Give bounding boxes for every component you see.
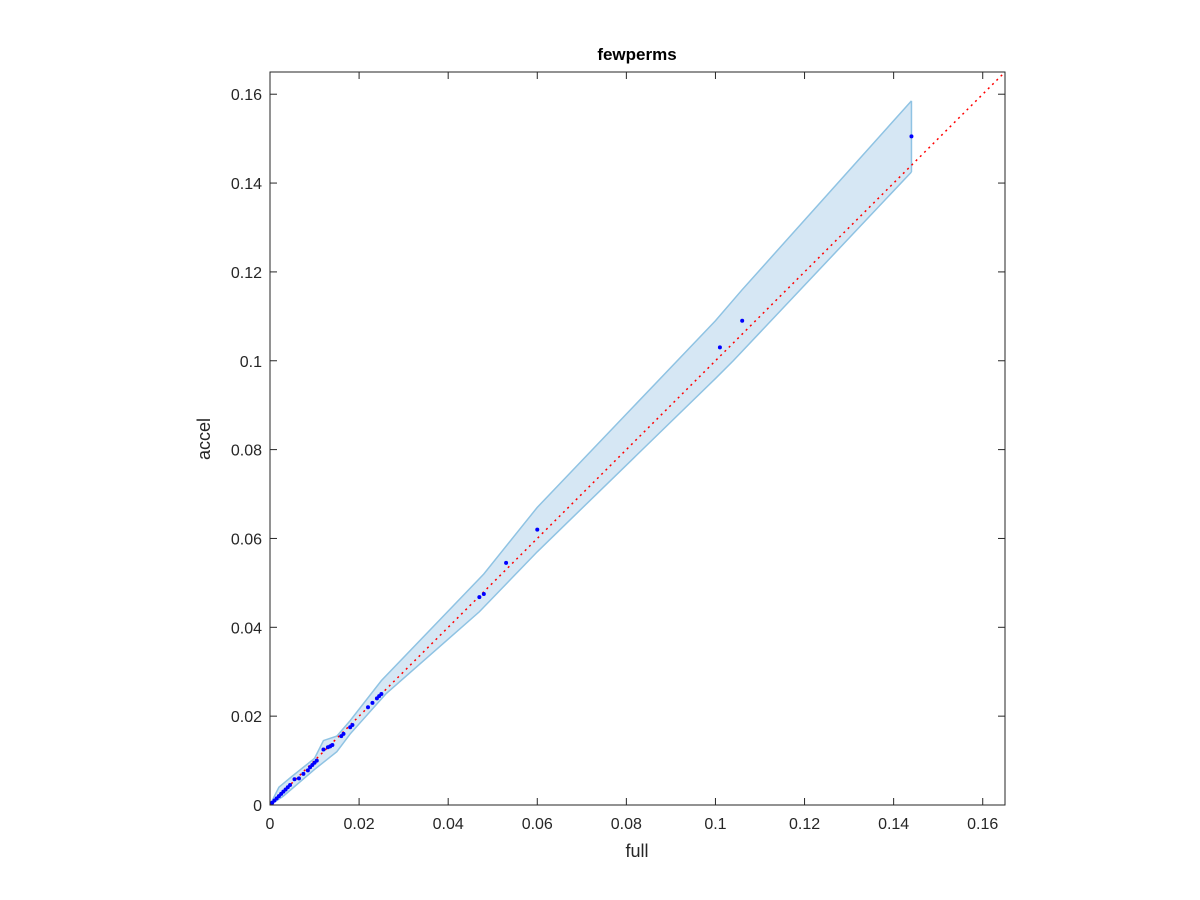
x-tick-label: 0.1 bbox=[704, 816, 726, 833]
point bbox=[305, 768, 310, 773]
y-tick-label: 0.04 bbox=[231, 620, 262, 637]
x-tick-label: 0.02 bbox=[344, 816, 375, 833]
x-tick-label: 0.16 bbox=[967, 816, 998, 833]
y-tick-label: 0 bbox=[253, 798, 262, 815]
y-tick-label: 0.12 bbox=[231, 265, 262, 282]
y-axis-label: accel bbox=[194, 418, 214, 460]
point bbox=[341, 731, 346, 736]
point bbox=[314, 758, 319, 763]
point bbox=[909, 134, 914, 139]
band-edge bbox=[269, 100, 913, 806]
x-tick-label: 0.04 bbox=[433, 816, 464, 833]
y-tick-label: 0.02 bbox=[231, 709, 262, 726]
chart-title: fewperms bbox=[597, 45, 676, 64]
x-axis-label: full bbox=[625, 841, 648, 861]
point bbox=[350, 723, 355, 728]
point bbox=[288, 783, 293, 788]
point bbox=[330, 743, 335, 748]
band-edge bbox=[269, 171, 913, 806]
point bbox=[296, 776, 301, 781]
point bbox=[504, 560, 509, 565]
point bbox=[717, 345, 722, 350]
x-tick-label: 0.14 bbox=[878, 816, 909, 833]
point bbox=[740, 318, 745, 323]
reference-line bbox=[269, 71, 1006, 806]
point bbox=[370, 700, 375, 705]
y-tick-label: 0.16 bbox=[231, 87, 262, 104]
y-tick-label: 0.14 bbox=[231, 176, 262, 193]
x-tick-label: 0.08 bbox=[611, 816, 642, 833]
point bbox=[292, 777, 297, 782]
point bbox=[477, 595, 482, 600]
x-tick-label: 0 bbox=[266, 816, 275, 833]
point bbox=[301, 771, 306, 776]
axes-box bbox=[269, 71, 1006, 806]
band-area bbox=[270, 100, 912, 806]
point bbox=[366, 705, 370, 710]
point bbox=[379, 691, 384, 696]
y-tick-label: 0.06 bbox=[231, 531, 262, 548]
point bbox=[481, 591, 486, 596]
x-tick-label: 0.06 bbox=[522, 816, 553, 833]
point bbox=[321, 747, 326, 752]
point bbox=[535, 527, 540, 532]
y-tick-label: 0.08 bbox=[231, 443, 262, 460]
y-tick-label: 0.1 bbox=[240, 354, 262, 371]
x-tick-label: 0.12 bbox=[789, 816, 820, 833]
